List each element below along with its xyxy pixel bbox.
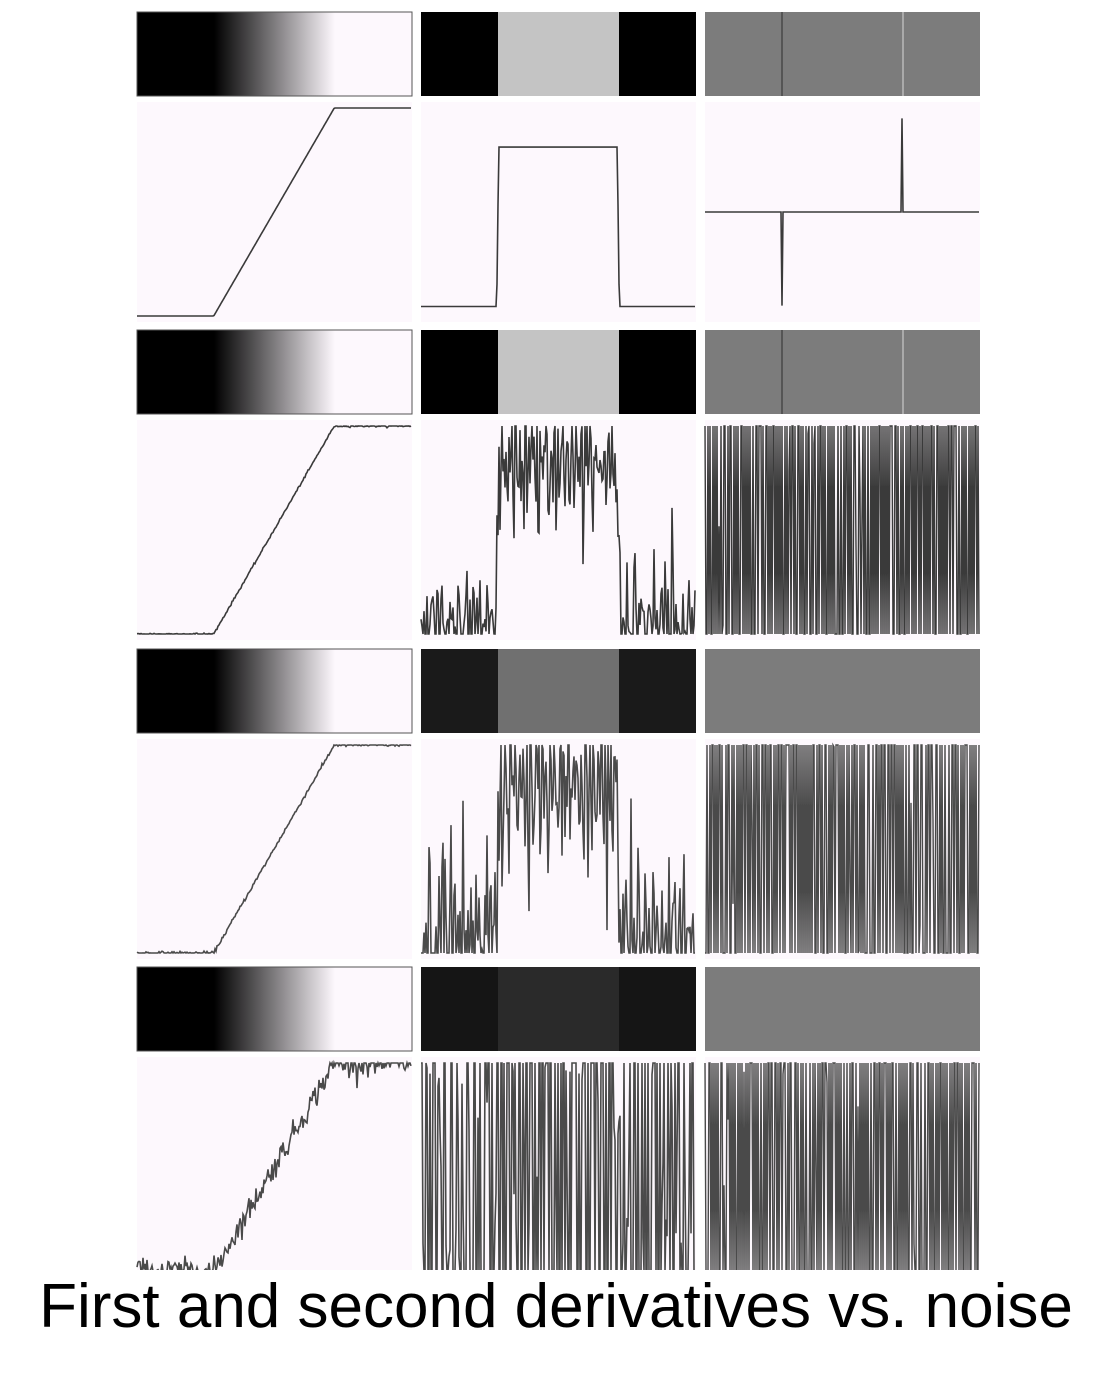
- second-derivative-strip: [705, 12, 980, 96]
- second-derivative-strip: [705, 330, 980, 414]
- figure-canvas: [136, 11, 980, 1277]
- profile-curve: [136, 425, 412, 635]
- first-derivative-curve: [421, 146, 695, 308]
- profile-strip: [136, 648, 413, 734]
- second-derivative-curve: [704, 425, 980, 635]
- derivative-figure: [136, 11, 980, 1277]
- second-derivative-curve: [705, 118, 979, 306]
- profile-curve: [136, 743, 412, 955]
- profile-strip: [136, 11, 413, 97]
- profile-strip: [136, 966, 413, 1052]
- profile-strip: [136, 329, 413, 415]
- second-derivative-curve: [705, 742, 980, 954]
- noise-row-2: [136, 648, 980, 959]
- first-derivative-plot: [421, 102, 696, 322]
- second-derivative-strip: [705, 649, 980, 733]
- noise-row-1: [136, 329, 980, 640]
- first-derivative-curve: [421, 744, 695, 954]
- noise-row-0: [136, 11, 980, 322]
- second-derivative-strip: [705, 967, 980, 1051]
- first-derivative-curve: [420, 425, 696, 636]
- figure-caption: First and second derivatives vs. noise: [39, 1272, 1073, 1341]
- profile-curve: [137, 107, 411, 317]
- noise-row-3: [136, 966, 980, 1277]
